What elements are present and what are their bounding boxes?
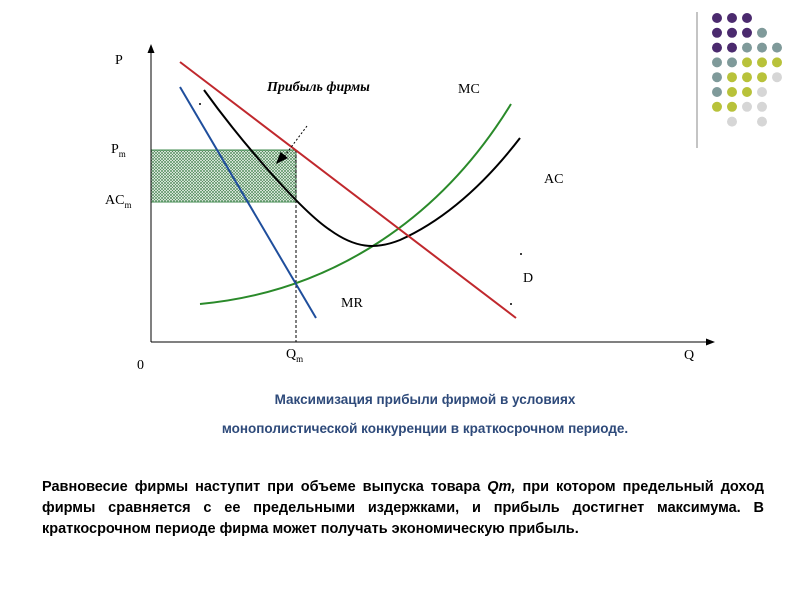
- stray-dot: [520, 253, 522, 255]
- profit-label: Прибыль фирмы: [266, 80, 370, 95]
- acm-label: ACm: [105, 193, 131, 210]
- caption-line-1: Максимизация прибыли фирмой в условиях: [274, 392, 576, 407]
- decorative-dot: [757, 57, 767, 68]
- decorative-dot: [757, 42, 767, 53]
- decorative-dot: [727, 72, 737, 83]
- decorative-dot: [742, 57, 752, 68]
- decorative-dot: [727, 116, 737, 127]
- decorative-dot: [742, 27, 752, 38]
- decorative-dot-grid: [712, 13, 782, 127]
- body-text-qm: Qm,: [487, 479, 516, 495]
- decorative-dot: [712, 57, 722, 68]
- decorative-dot: [772, 42, 782, 53]
- mr-label: MR: [341, 296, 363, 311]
- pm-label: Pm: [111, 142, 126, 159]
- marginal-revenue-curve: [179, 86, 317, 319]
- qm-label: Qm: [286, 347, 303, 364]
- demand-curve: [179, 61, 517, 319]
- body-paragraph: Равновесие фирмы наступит при объеме вып…: [42, 477, 764, 540]
- profit-pointer-arrowhead: [276, 152, 288, 164]
- profit-pointer-line: [282, 125, 308, 159]
- body-text-part-2: при котором предельный доход фирмы сравн…: [42, 479, 764, 537]
- decorative-dot: [727, 13, 737, 23]
- decorative-dot: [712, 72, 722, 83]
- x-axis-label: Q: [684, 348, 694, 363]
- mc-label: MC: [458, 82, 480, 97]
- profit-area: [150, 149, 297, 203]
- body-text-part-1: Равновесие фирмы наступит при объеме вып…: [42, 479, 488, 495]
- decorative-dot: [727, 27, 737, 38]
- decorative-dot: [727, 87, 737, 97]
- stray-dot: [510, 303, 512, 305]
- decorative-dot: [742, 72, 752, 83]
- y-axis-label: P: [115, 53, 123, 68]
- stray-dot: [199, 103, 201, 105]
- decorative-dot: [757, 72, 767, 83]
- decorative-dot: [712, 27, 722, 38]
- decorative-dot: [727, 42, 737, 53]
- decorative-dot: [742, 87, 752, 97]
- decorative-dot: [742, 42, 752, 53]
- y-axis-arrow: [147, 44, 155, 53]
- decorative-dot: [757, 87, 767, 97]
- decorative-dot: [757, 101, 767, 112]
- decorative-dot: [712, 42, 722, 53]
- d-label: D: [523, 271, 533, 286]
- decorative-dot: [772, 57, 782, 68]
- decorative-dot: [727, 57, 737, 68]
- x-axis-arrow: [706, 338, 715, 346]
- origin-label: 0: [137, 358, 144, 373]
- caption-line-2: монополистической конкуренции в краткоср…: [221, 421, 629, 436]
- decorative-dot: [772, 72, 782, 83]
- decorative-dot: [712, 13, 722, 23]
- decorative-dot: [742, 101, 752, 112]
- decorative-dot: [757, 27, 767, 38]
- decorative-dot: [742, 13, 752, 23]
- decorative-dot: [712, 101, 722, 112]
- decorative-dot: [757, 116, 767, 127]
- decorative-dot: [712, 87, 722, 97]
- average-cost-curve: [203, 89, 521, 247]
- marginal-cost-curve: [199, 103, 512, 305]
- decorative-dot: [727, 101, 737, 112]
- ac-label: AC: [544, 172, 563, 187]
